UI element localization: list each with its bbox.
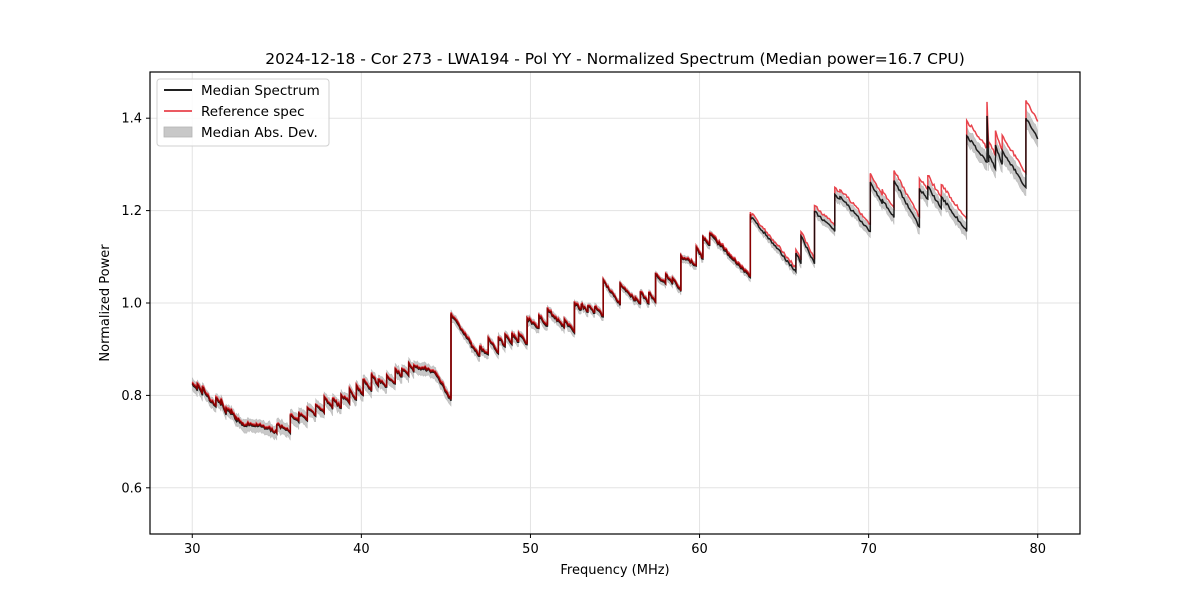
x-tick-label: 80 xyxy=(1029,542,1046,557)
y-tick-label: 0.8 xyxy=(121,389,142,404)
mad-band xyxy=(192,107,1038,441)
legend-median-label: Median Spectrum xyxy=(201,83,320,99)
y-axis-label: Normalized Power xyxy=(98,244,113,362)
x-axis: 30 40 50 60 70 80 xyxy=(184,534,1046,557)
y-tick-label: 1.0 xyxy=(121,297,142,312)
y-axis: 0.6 0.8 1.0 1.2 1.4 xyxy=(121,112,150,496)
x-tick-label: 60 xyxy=(691,542,708,557)
y-tick-label: 1.4 xyxy=(121,112,142,127)
legend-box xyxy=(156,78,330,147)
x-axis-label: Frequency (MHz) xyxy=(560,563,669,578)
x-tick-label: 30 xyxy=(184,542,201,557)
legend-reference-label: Reference spec xyxy=(201,104,305,120)
legend-mad-label: Median Abs. Dev. xyxy=(201,125,318,141)
x-tick-label: 40 xyxy=(353,542,370,557)
x-tick-label: 70 xyxy=(860,542,877,557)
chart-title: 2024-12-18 - Cor 273 - LWA194 - Pol YY -… xyxy=(265,50,965,68)
x-tick-label: 50 xyxy=(522,542,539,557)
y-tick-label: 0.6 xyxy=(121,481,142,496)
overlap-line xyxy=(191,214,752,436)
y-tick-label: 1.2 xyxy=(121,204,142,219)
legend: Median Spectrum Reference spec Median Ab… xyxy=(156,78,330,147)
grid xyxy=(150,72,1080,534)
legend-mad-swatch xyxy=(163,126,193,138)
